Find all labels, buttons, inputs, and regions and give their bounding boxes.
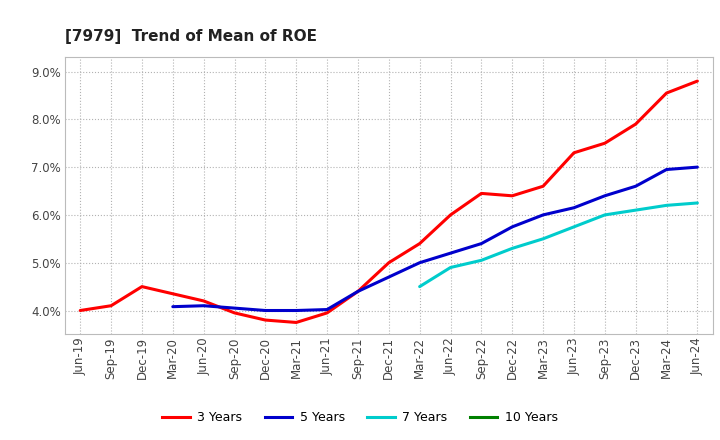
Line: 5 Years: 5 Years [173, 167, 698, 311]
Line: 3 Years: 3 Years [80, 81, 698, 323]
3 Years [693, 78, 702, 84]
3 Years [631, 121, 640, 127]
7 Years [415, 284, 424, 289]
5 Years [230, 305, 239, 311]
7 Years [508, 246, 516, 251]
3 Years [662, 90, 671, 95]
3 Years [261, 317, 270, 323]
7 Years [477, 258, 486, 263]
3 Years [508, 193, 516, 198]
3 Years [446, 212, 455, 217]
5 Years [446, 250, 455, 256]
3 Years [384, 260, 393, 265]
7 Years [570, 224, 578, 230]
5 Years [477, 241, 486, 246]
7 Years [631, 208, 640, 213]
5 Years [354, 289, 362, 294]
5 Years [292, 308, 300, 313]
3 Years [570, 150, 578, 155]
3 Years [230, 310, 239, 315]
3 Years [323, 310, 331, 315]
3 Years [199, 298, 208, 304]
3 Years [539, 183, 547, 189]
3 Years [292, 320, 300, 325]
5 Years [415, 260, 424, 265]
Text: [7979]  Trend of Mean of ROE: [7979] Trend of Mean of ROE [65, 29, 317, 44]
5 Years [693, 165, 702, 170]
5 Years [168, 304, 177, 309]
5 Years [662, 167, 671, 172]
7 Years [662, 203, 671, 208]
3 Years [138, 284, 146, 289]
Legend: 3 Years, 5 Years, 7 Years, 10 Years: 3 Years, 5 Years, 7 Years, 10 Years [157, 407, 563, 429]
3 Years [415, 241, 424, 246]
7 Years [446, 265, 455, 270]
5 Years [600, 193, 609, 198]
3 Years [168, 291, 177, 297]
5 Years [261, 308, 270, 313]
5 Years [384, 275, 393, 280]
7 Years [600, 212, 609, 217]
5 Years [199, 303, 208, 308]
7 Years [539, 236, 547, 242]
Line: 7 Years: 7 Years [420, 203, 698, 286]
5 Years [570, 205, 578, 210]
3 Years [477, 191, 486, 196]
3 Years [107, 303, 115, 308]
3 Years [76, 308, 84, 313]
7 Years [693, 200, 702, 205]
3 Years [354, 289, 362, 294]
5 Years [631, 183, 640, 189]
3 Years [600, 141, 609, 146]
5 Years [508, 224, 516, 230]
5 Years [323, 307, 331, 312]
5 Years [539, 212, 547, 217]
